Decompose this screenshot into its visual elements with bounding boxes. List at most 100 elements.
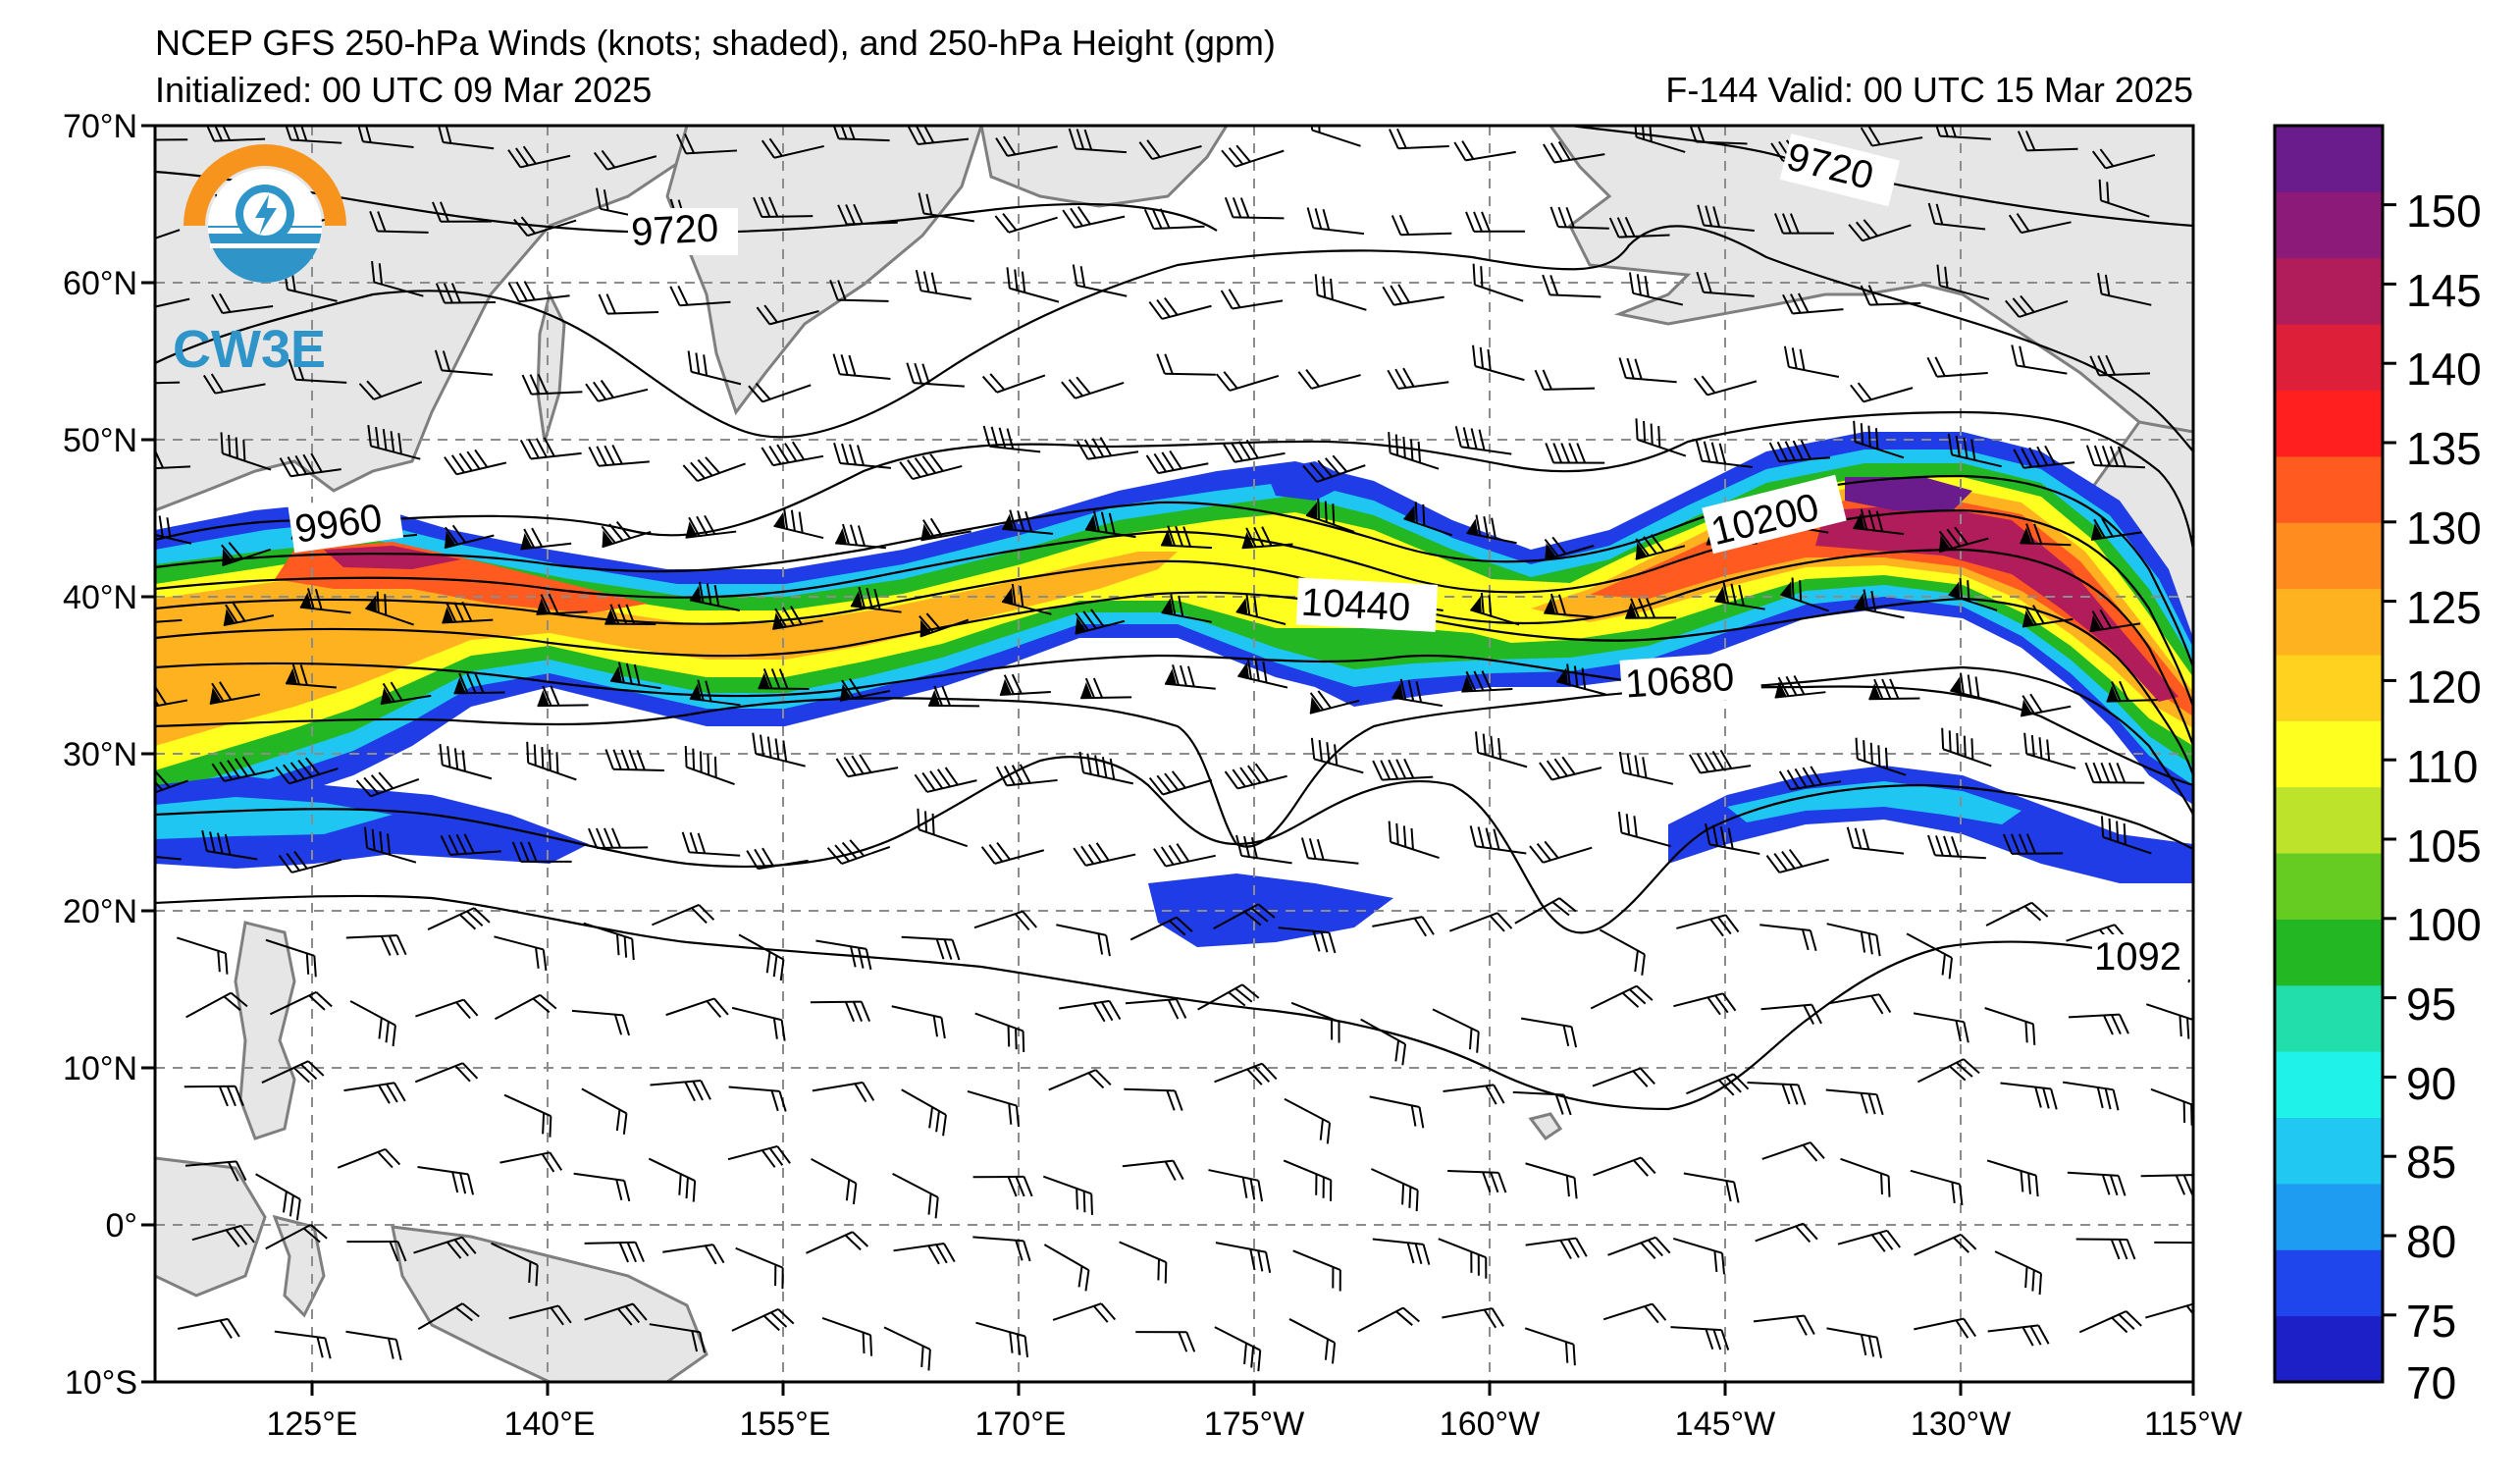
cbar-label-90: 90: [2406, 1058, 2456, 1109]
wind-barb: [1068, 128, 1128, 154]
cbar-label-125: 125: [2406, 582, 2482, 633]
wind-barb: [1676, 914, 1740, 937]
wind-barb: [414, 1062, 479, 1084]
wind-barb: [1759, 924, 1817, 952]
wind-barb: [1695, 440, 1754, 468]
wind-barb: [1910, 1169, 1964, 1206]
jet-band-140-east: [1815, 504, 2179, 702]
wind-barb: [1994, 1250, 2042, 1296]
wind-barb: [1235, 594, 1286, 625]
wind-barb: [211, 292, 274, 315]
wind-barb: [687, 350, 742, 386]
wind-barb: [1542, 274, 1601, 298]
wind-barb: [1454, 426, 1512, 455]
wind-barb: [1156, 353, 1216, 376]
axis-ticks: [141, 124, 2195, 1396]
contour-label-10680: 10680: [1624, 656, 1736, 707]
wind-barb: [2100, 816, 2152, 855]
colorbar-cell: [2275, 720, 2383, 788]
contour-10200: [155, 508, 2193, 708]
wind-barb: [507, 281, 570, 303]
wind-barb: [1747, 1082, 1807, 1106]
wind-barb: [761, 137, 824, 159]
lat-label-60n: 60°N: [63, 265, 137, 302]
wind-barb: [1672, 1237, 1726, 1275]
wind-barb: [1985, 901, 2049, 927]
wind-barb: [1855, 737, 1907, 776]
wind-barb: [520, 527, 572, 551]
wind-barb: [440, 833, 501, 856]
wind-barb: [343, 1082, 406, 1104]
wind-barb: [1927, 202, 1986, 231]
wind-barb: [1369, 1095, 1425, 1129]
wind-barb: [369, 210, 429, 234]
initialized-time: Initialized: 00 UTC 09 Mar 2025: [155, 70, 652, 110]
wind-barb: [444, 524, 495, 550]
wind-barb: [2017, 130, 2078, 152]
wind-barb: [177, 936, 229, 975]
wind-barb: [2067, 1171, 2126, 1196]
map-panel[interactable]: 9720 9720 9960 10200 10440 10680 1092: [118, 109, 2213, 1396]
wind-barb: [415, 998, 479, 1020]
wind-barb: [1290, 1001, 1340, 1043]
wind-barb: [2011, 344, 2068, 375]
wind-barb: [356, 126, 414, 148]
wind-barb: [1302, 454, 1366, 483]
wind-barb: [1124, 1087, 1183, 1111]
wind-barb: [1283, 1159, 1333, 1201]
wind-barb: [299, 588, 351, 614]
wind-barb: [752, 732, 806, 768]
wind-barb: [269, 990, 333, 1016]
wind-barb: [211, 756, 275, 782]
wind-barb: [1138, 139, 1202, 161]
wind-barb: [1555, 663, 1606, 696]
wind-barb: [453, 672, 505, 695]
wind-barb: [511, 841, 572, 863]
wind-barb: [973, 910, 1037, 931]
wind-barb: [255, 1173, 301, 1221]
wind-barb: [1284, 1097, 1332, 1144]
wind-barb: [337, 1147, 401, 1169]
wind-barb: [1755, 1222, 1818, 1244]
wind-barb: [184, 1160, 247, 1182]
wind-barb: [288, 358, 347, 384]
wind-barb: [261, 1060, 325, 1084]
wind-barb: [434, 349, 494, 376]
wind-barb: [1984, 1007, 2036, 1045]
wind-barb: [2078, 1310, 2142, 1334]
wind-barb: [1986, 1159, 2039, 1197]
colorbar-cell: [2275, 455, 2383, 523]
wind-barb: [365, 591, 414, 626]
wind-barb: [1673, 992, 1737, 1016]
wind-barb: [1534, 369, 1596, 391]
wind-barb: [1061, 376, 1125, 399]
wind-barb: [835, 754, 899, 778]
lat-label-30n: 30°N: [63, 736, 137, 773]
hawaii-islands: [1528, 1112, 1563, 1141]
wind-barb: [439, 743, 493, 780]
wind-barb: [1774, 675, 1826, 699]
wind-barb: [2020, 523, 2072, 547]
wind-barb: [1868, 678, 1920, 701]
wind-barb: [1292, 1249, 1341, 1292]
colorbar: 150 145 140 135 130 125 120 110 105 100 …: [2273, 124, 2482, 1408]
lat-label-20n: 20°N: [63, 893, 137, 930]
wind-barb: [2085, 445, 2145, 469]
contour-10080: [155, 474, 2193, 668]
wind-barb: [684, 745, 735, 785]
wind-barb: [285, 663, 337, 689]
wind-barb: [1164, 664, 1216, 690]
wind-barb: [1529, 840, 1593, 864]
wind-barb: [1305, 498, 1355, 533]
cbar-label-105: 105: [2406, 821, 2482, 872]
wind-barb: [345, 934, 407, 956]
wind-barb: [1617, 811, 1671, 848]
wind-barb: [835, 523, 887, 550]
wind-barb: [821, 1316, 873, 1356]
wind-barb: [1052, 1302, 1117, 1323]
wind-barb: [1938, 526, 1989, 554]
wind-barb: [1084, 510, 1136, 539]
wind-barb: [1941, 727, 1992, 768]
wind-barb: [2062, 1081, 2120, 1111]
wind-barb: [513, 216, 577, 238]
